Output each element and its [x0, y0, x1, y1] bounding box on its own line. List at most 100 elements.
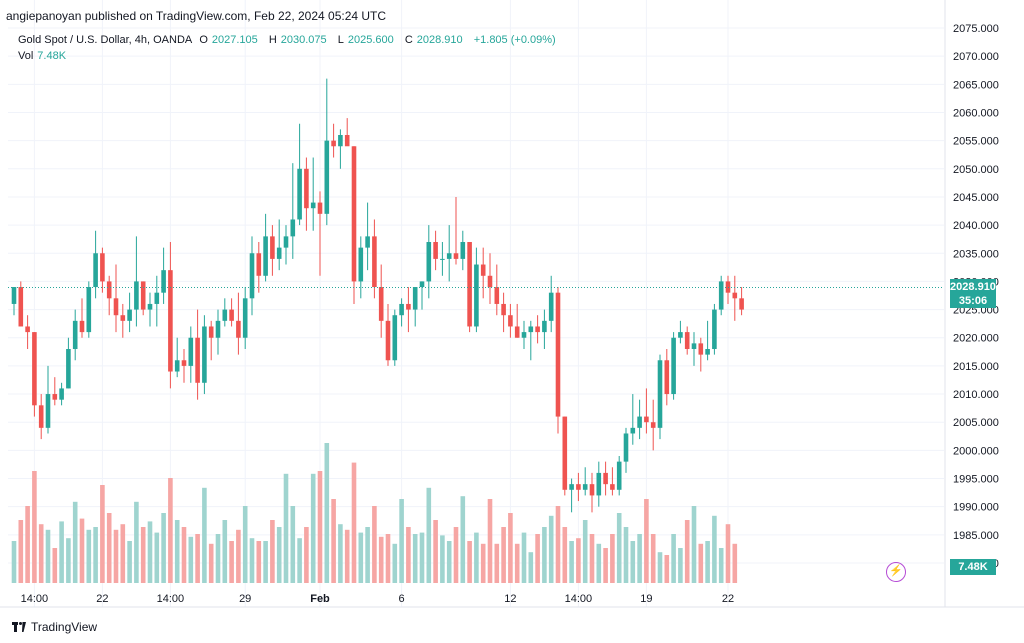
candle-body	[637, 416, 642, 428]
volume-bar	[385, 534, 391, 583]
candle-body	[263, 236, 268, 276]
candle-body	[385, 320, 391, 361]
price-tick-label: 1985.000	[953, 530, 999, 542]
volume-bar	[678, 548, 683, 583]
candle-body	[419, 281, 425, 288]
candle-body	[86, 287, 92, 333]
volume-bar	[256, 541, 262, 583]
candle-body	[739, 298, 744, 310]
candle-body	[161, 270, 166, 293]
candle-body	[18, 287, 24, 327]
last-price: 2028.910	[950, 281, 996, 293]
candle-body	[732, 292, 738, 299]
volume-bar	[521, 532, 527, 583]
candle-body	[127, 309, 132, 321]
volume-bar	[113, 529, 119, 583]
open-value: 2027.105	[211, 34, 258, 46]
candle-body	[338, 135, 343, 147]
candle-body	[120, 315, 126, 321]
volume-bar	[399, 499, 404, 583]
volume-bars	[11, 443, 738, 583]
go-to-realtime-icon[interactable]: ⚡	[886, 562, 906, 582]
volume-bar	[419, 532, 425, 583]
volume-bar	[691, 506, 697, 583]
volume-bar	[270, 520, 275, 583]
attribution: angiepanoyan published on TradingView.co…	[6, 9, 387, 23]
volume-bar	[344, 529, 350, 583]
volume-bar	[358, 532, 364, 583]
high-label: H	[268, 34, 277, 46]
candle-body	[705, 349, 710, 355]
candle-body	[283, 236, 289, 248]
volume-bar	[208, 543, 214, 583]
candle-body	[508, 315, 513, 327]
volume-bar	[446, 541, 452, 583]
candle-body	[378, 287, 384, 321]
price-tick-label: 1990.000	[953, 502, 999, 514]
volume-bar	[440, 535, 445, 583]
close-value: 2028.910	[416, 34, 463, 46]
price-tick-label: 2070.000	[953, 51, 999, 63]
candle-body	[100, 253, 105, 282]
bar-countdown: 35:06	[958, 295, 988, 307]
volume-bar	[72, 501, 78, 583]
volume-bar	[644, 499, 649, 583]
volume-bar	[297, 538, 302, 583]
volume-bar	[202, 487, 207, 583]
candle-body	[644, 416, 649, 423]
price-tick-label: 2035.000	[953, 248, 999, 260]
candle-body	[181, 360, 187, 366]
price-tick-label: 2075.000	[953, 23, 999, 35]
candle-body	[630, 427, 636, 434]
candle-body	[38, 405, 44, 428]
volume-bar	[100, 485, 105, 583]
volume-bar	[181, 527, 187, 583]
volume-bar	[222, 520, 228, 583]
volume-bar	[508, 513, 513, 583]
volume-bar	[480, 543, 486, 583]
volume-bar	[637, 534, 642, 583]
symbol-title[interactable]: Gold Spot / U.S. Dollar, 4h, OANDA	[18, 34, 193, 46]
candle-body	[542, 320, 547, 333]
volume-bar	[324, 443, 330, 583]
volume-bar	[732, 543, 738, 583]
candle-body	[535, 326, 540, 333]
candle-body	[45, 394, 51, 428]
price-tick-label: 2005.000	[953, 417, 999, 429]
volume-bar	[106, 513, 112, 583]
candle-body	[168, 270, 173, 372]
volume-bar	[18, 520, 24, 583]
candle-body	[52, 394, 58, 400]
volume-bar	[576, 538, 581, 583]
volume-bar	[66, 538, 71, 583]
price-tick-label: 2055.000	[953, 136, 999, 148]
volume-bar	[650, 534, 656, 583]
volume-bar	[134, 501, 139, 583]
time-tick-label: 22	[96, 593, 108, 605]
volume-bar	[589, 534, 595, 583]
volume-bar	[582, 520, 588, 583]
price-tick-label: 2000.000	[953, 445, 999, 457]
candle-body	[229, 309, 234, 321]
ohlc-legend: Gold Spot / U.S. Dollar, 4h, OANDA O 2027…	[18, 34, 560, 46]
candle-body	[66, 349, 71, 389]
candle-body	[610, 484, 615, 490]
time-tick-label: 14:00	[21, 593, 49, 605]
candle-body	[569, 484, 574, 490]
volume-bar	[161, 513, 166, 583]
candle-body	[501, 303, 506, 316]
volume-bar	[174, 520, 180, 583]
price-tick-label: 2040.000	[953, 220, 999, 232]
candle-body	[528, 326, 534, 333]
time-tick-label: 12	[504, 593, 516, 605]
candle-body	[11, 287, 17, 304]
price-tick-label: 2065.000	[953, 79, 999, 91]
volume-bar	[562, 527, 568, 583]
volume-bar	[11, 541, 17, 583]
candle-body	[242, 298, 248, 338]
volume-bar	[596, 543, 602, 583]
volume-bar	[378, 536, 384, 583]
candle-body	[93, 253, 98, 288]
candle-body	[236, 320, 241, 338]
